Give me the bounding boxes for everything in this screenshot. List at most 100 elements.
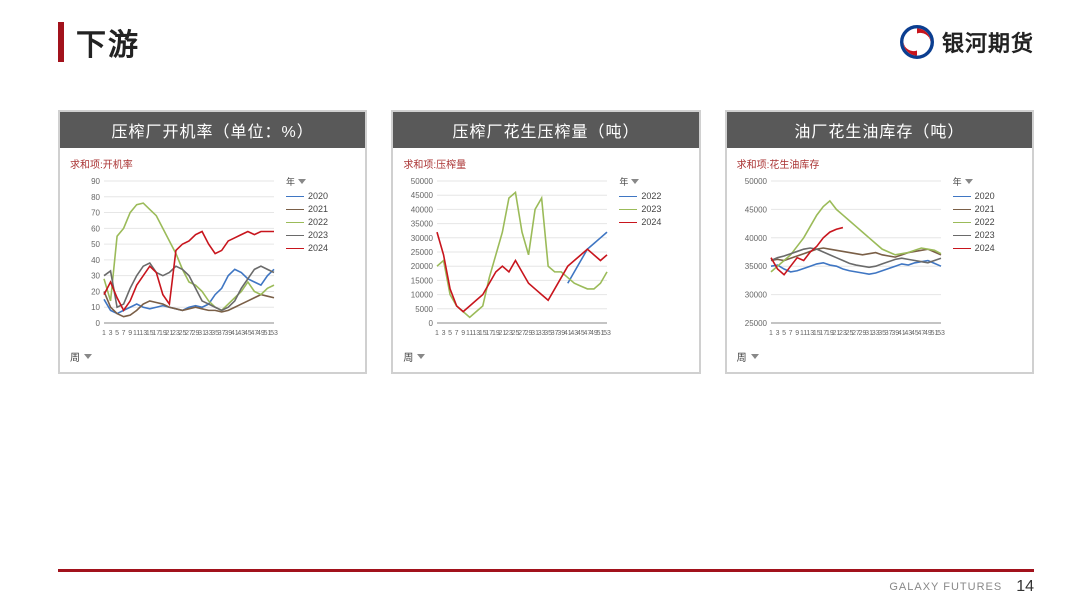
svg-text:5: 5 bbox=[115, 330, 119, 337]
line-chart: 0102030405060708090135791113151719212325… bbox=[70, 175, 280, 345]
legend-item-2024[interactable]: 2024 bbox=[286, 243, 328, 253]
page-number: 14 bbox=[1016, 578, 1034, 596]
legend-text: 2022 bbox=[975, 217, 995, 227]
x-axis-selector[interactable]: 周 bbox=[70, 349, 355, 364]
legend-text: 2022 bbox=[308, 217, 328, 227]
svg-text:40000: 40000 bbox=[411, 205, 434, 214]
svg-text:7: 7 bbox=[122, 330, 126, 337]
chevron-down-icon bbox=[631, 179, 639, 184]
legend-item-2023[interactable]: 2023 bbox=[953, 230, 995, 240]
panel-title: 油厂花生油库存（吨） bbox=[727, 112, 1032, 148]
series-2023 bbox=[104, 263, 274, 310]
legend-label: 年 bbox=[953, 175, 962, 188]
legend-text: 2020 bbox=[308, 191, 328, 201]
legend-swatch bbox=[286, 248, 304, 249]
svg-text:50000: 50000 bbox=[744, 177, 767, 186]
svg-text:9: 9 bbox=[128, 330, 132, 337]
panel-2: 油厂花生油库存（吨）求和项:花生油库存250003000035000400004… bbox=[725, 110, 1034, 374]
chevron-down-icon bbox=[298, 179, 306, 184]
series-2024 bbox=[437, 232, 607, 312]
svg-text:3: 3 bbox=[109, 330, 113, 337]
svg-text:7: 7 bbox=[455, 330, 459, 337]
legend-label: 年 bbox=[286, 175, 295, 188]
svg-text:90: 90 bbox=[91, 177, 100, 186]
chart-row: 2500030000350004000045000500001357911131… bbox=[737, 175, 1022, 345]
legend-header[interactable]: 年 bbox=[286, 175, 328, 188]
title-accent-bar bbox=[58, 22, 64, 62]
chevron-down-icon bbox=[417, 354, 425, 359]
legend-item-2023[interactable]: 2023 bbox=[286, 230, 328, 240]
legend-text: 2023 bbox=[975, 230, 995, 240]
legend-swatch bbox=[953, 248, 971, 249]
svg-text:25000: 25000 bbox=[744, 319, 767, 328]
panel-title: 压榨厂开机率（单位：%） bbox=[60, 112, 365, 148]
svg-text:45000: 45000 bbox=[411, 191, 434, 200]
footer: GALAXY FUTURES 14 bbox=[0, 569, 1080, 608]
x-axis-selector[interactable]: 周 bbox=[737, 349, 1022, 364]
legend-item-2022[interactable]: 2022 bbox=[286, 217, 328, 227]
page-title: 下游 bbox=[76, 20, 140, 64]
legend-item-2021[interactable]: 2021 bbox=[286, 204, 328, 214]
chart-row: 0500010000150002000025000300003500040000… bbox=[403, 175, 688, 345]
panel-body: 求和项:压榨量050001000015000200002500030000350… bbox=[393, 148, 698, 372]
legend-header[interactable]: 年 bbox=[619, 175, 661, 188]
legend-item-2023[interactable]: 2023 bbox=[619, 204, 661, 214]
svg-text:50000: 50000 bbox=[411, 177, 434, 186]
svg-text:70: 70 bbox=[91, 209, 100, 218]
panel-1: 压榨厂花生压榨量（吨）求和项:压榨量0500010000150002000025… bbox=[391, 110, 700, 374]
svg-text:5: 5 bbox=[448, 330, 452, 337]
svg-text:0: 0 bbox=[96, 319, 101, 328]
svg-text:53: 53 bbox=[270, 330, 278, 337]
brand-logo-icon bbox=[900, 25, 934, 59]
svg-text:1: 1 bbox=[769, 330, 773, 337]
panel-title: 压榨厂花生压榨量（吨） bbox=[393, 112, 698, 148]
chart-row: 0102030405060708090135791113151719212325… bbox=[70, 175, 355, 345]
chart-subtitle: 求和项:开机率 bbox=[70, 156, 355, 171]
x-axis-selector[interactable]: 周 bbox=[403, 349, 688, 364]
legend-text: 2024 bbox=[308, 243, 328, 253]
legend-text: 2021 bbox=[308, 204, 328, 214]
svg-text:9: 9 bbox=[795, 330, 799, 337]
series-2022 bbox=[568, 232, 607, 283]
svg-text:35000: 35000 bbox=[411, 220, 434, 229]
svg-text:3: 3 bbox=[442, 330, 446, 337]
legend-header[interactable]: 年 bbox=[953, 175, 995, 188]
series-2022 bbox=[104, 203, 274, 310]
chart-subtitle: 求和项:压榨量 bbox=[403, 156, 688, 171]
svg-text:3: 3 bbox=[775, 330, 779, 337]
legend-text: 2021 bbox=[975, 204, 995, 214]
legend-item-2024[interactable]: 2024 bbox=[953, 243, 995, 253]
x-axis-label: 周 bbox=[737, 349, 747, 364]
panel-0: 压榨厂开机率（单位：%）求和项:开机率010203040506070809013… bbox=[58, 110, 367, 374]
series-2021 bbox=[104, 291, 274, 316]
legend-item-2024[interactable]: 2024 bbox=[619, 217, 661, 227]
legend-swatch bbox=[953, 209, 971, 210]
svg-text:5000: 5000 bbox=[416, 305, 434, 314]
svg-text:45000: 45000 bbox=[744, 205, 767, 214]
svg-text:10000: 10000 bbox=[411, 291, 434, 300]
chevron-down-icon bbox=[751, 354, 759, 359]
legend-swatch bbox=[953, 196, 971, 197]
legend-item-2020[interactable]: 2020 bbox=[953, 191, 995, 201]
series-2020 bbox=[771, 261, 941, 275]
legend-swatch bbox=[286, 222, 304, 223]
panels-row: 压榨厂开机率（单位：%）求和项:开机率010203040506070809013… bbox=[0, 72, 1080, 374]
legend-text: 2023 bbox=[308, 230, 328, 240]
svg-text:15000: 15000 bbox=[411, 276, 434, 285]
legend-item-2021[interactable]: 2021 bbox=[953, 204, 995, 214]
header: 下游 银河期货 bbox=[0, 0, 1080, 72]
svg-text:53: 53 bbox=[603, 330, 611, 337]
svg-text:80: 80 bbox=[91, 193, 100, 202]
svg-text:5: 5 bbox=[782, 330, 786, 337]
legend-swatch bbox=[953, 235, 971, 236]
legend-swatch bbox=[619, 209, 637, 210]
legend-item-2020[interactable]: 2020 bbox=[286, 191, 328, 201]
legend-item-2022[interactable]: 2022 bbox=[953, 217, 995, 227]
slide-page: 下游 银河期货 压榨厂开机率（单位：%）求和项:开机率0102030405060… bbox=[0, 0, 1080, 608]
chart-subtitle: 求和项:花生油库存 bbox=[737, 156, 1022, 171]
legend-swatch bbox=[953, 222, 971, 223]
x-axis-label: 周 bbox=[403, 349, 413, 364]
line-chart: 0500010000150002000025000300003500040000… bbox=[403, 175, 613, 345]
title-wrap: 下游 bbox=[58, 20, 140, 64]
legend-item-2022[interactable]: 2022 bbox=[619, 191, 661, 201]
